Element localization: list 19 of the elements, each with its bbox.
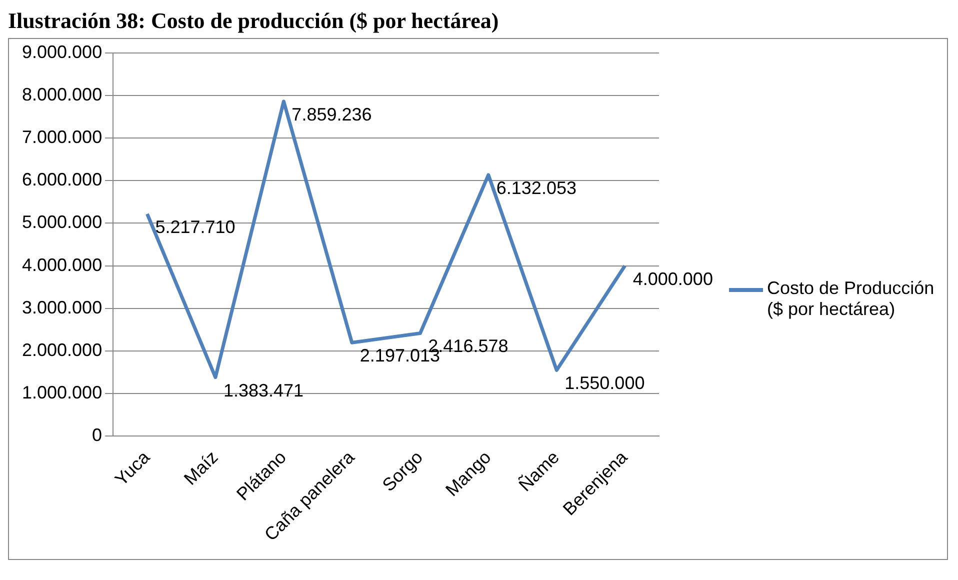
data-label: 6.132.053 [496, 178, 576, 198]
y-tick-label: 5.000.000 [22, 212, 102, 232]
data-label: 5.217.710 [155, 216, 236, 237]
y-tick-label: 4.000.000 [22, 254, 102, 275]
data-label: 4.000.000 [632, 268, 713, 289]
y-tick-label: 7.000.000 [22, 126, 102, 147]
y-tick-label: 1.000.000 [22, 382, 102, 403]
y-tick-label: 6.000.000 [22, 170, 102, 190]
y-tick-label: 8.000.000 [22, 84, 102, 104]
y-tick-label: 2.000.000 [22, 340, 102, 360]
data-label: 1.383.471 [223, 380, 304, 400]
x-tick-label: Yuca [111, 446, 154, 490]
legend-label: Costo de Producción ($ por hectárea) [767, 278, 936, 320]
data-label: 7.859.236 [292, 104, 372, 124]
y-tick-label: 0 [92, 425, 102, 446]
y-tick-label: 9.000.000 [22, 42, 102, 62]
data-label: 1.550.000 [564, 373, 645, 394]
chart-title: Ilustración 38: Costo de producción ($ por hectárea) [8, 8, 500, 34]
y-tick-label: 3.000.000 [22, 297, 102, 318]
